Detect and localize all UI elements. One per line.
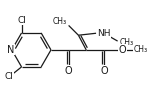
Text: NH: NH: [97, 29, 111, 38]
Text: N: N: [7, 45, 14, 55]
Text: O: O: [119, 45, 126, 55]
Text: O: O: [65, 66, 72, 76]
Text: O: O: [100, 66, 108, 76]
Text: CH₃: CH₃: [52, 17, 67, 26]
Text: Cl: Cl: [4, 72, 13, 81]
Text: Cl: Cl: [17, 16, 26, 25]
Text: CH₃: CH₃: [133, 45, 147, 54]
Text: CH₃: CH₃: [120, 38, 134, 47]
